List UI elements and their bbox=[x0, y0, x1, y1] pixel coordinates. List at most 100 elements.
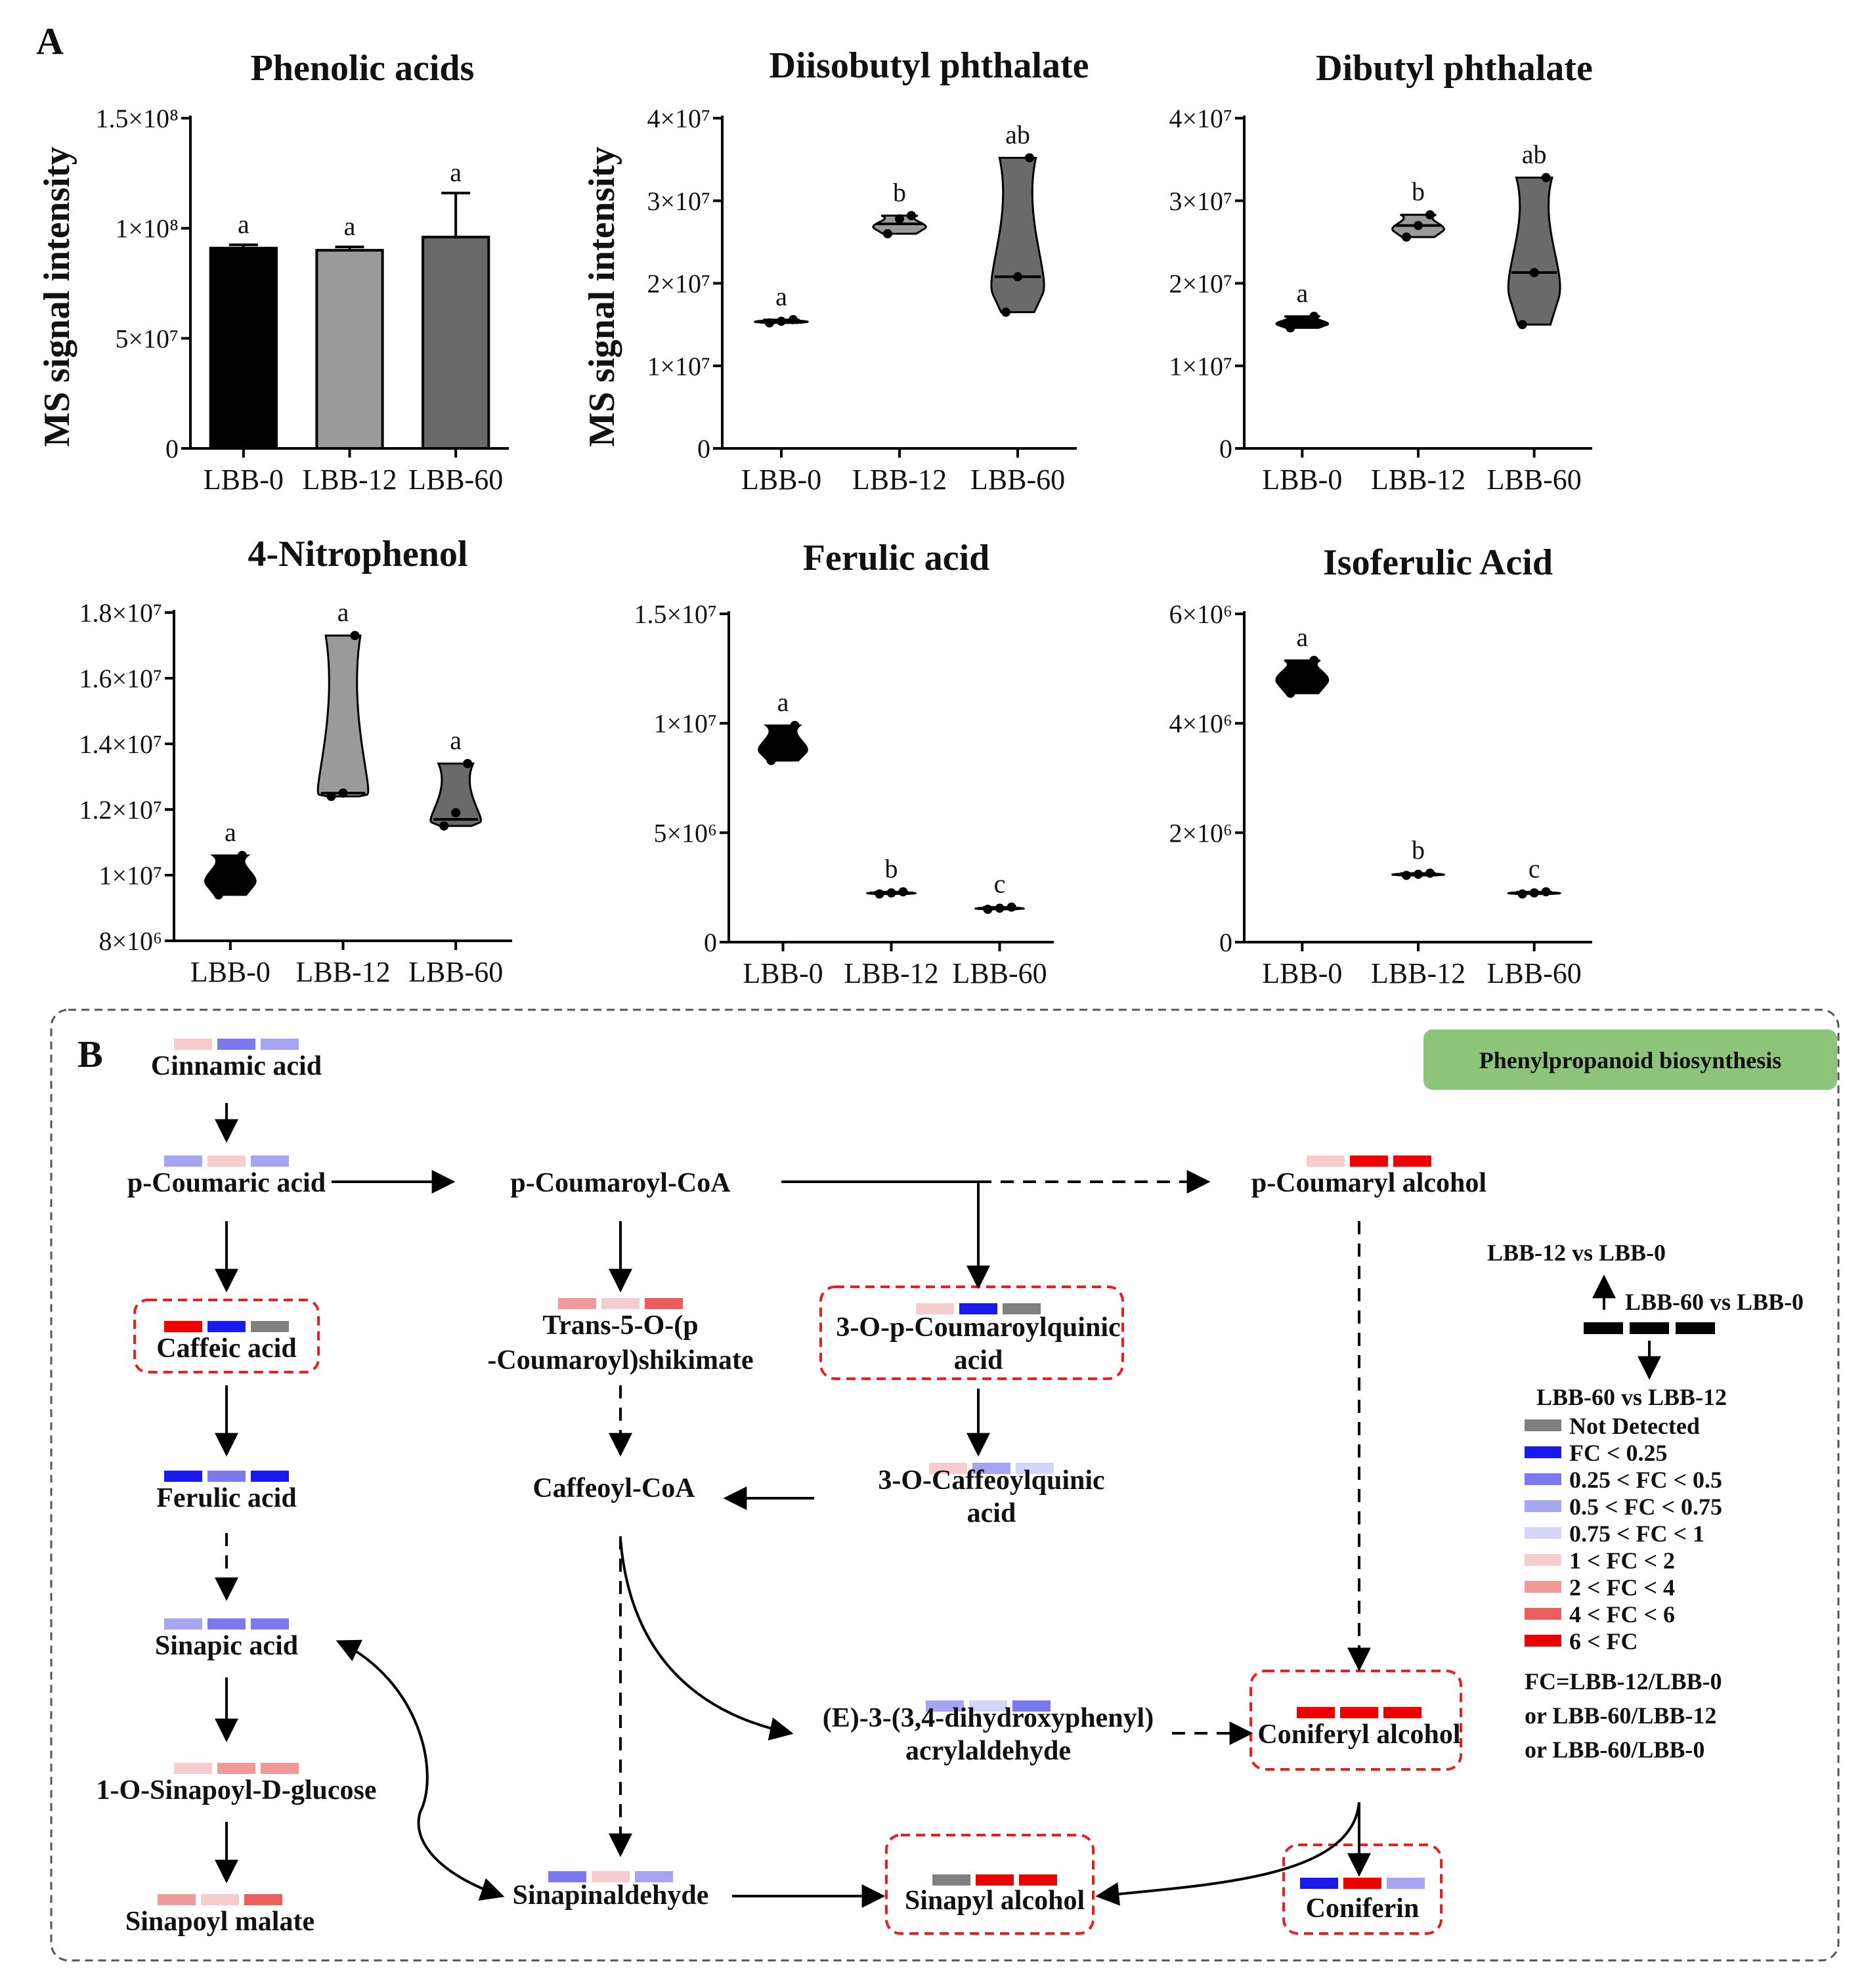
node-coniferin: Coniferin bbox=[1300, 1878, 1425, 1924]
significance-letter: ab bbox=[1522, 140, 1547, 169]
fc-bar bbox=[1343, 1878, 1381, 1889]
node-label: Sinapic acid bbox=[155, 1631, 298, 1661]
fc-bar bbox=[251, 1618, 289, 1630]
data-point bbox=[1517, 889, 1527, 899]
node-label: Caffeic acid bbox=[156, 1333, 296, 1364]
data-point bbox=[1541, 173, 1551, 183]
fc-bar bbox=[207, 1156, 246, 1167]
data-point bbox=[1297, 669, 1307, 679]
pathway-nodes: Cinnamic acid p-Coumaric acid p-Coumaroyl-… bbox=[96, 1039, 1486, 1937]
fc-bar bbox=[261, 1039, 299, 1050]
fc-bar bbox=[207, 1321, 246, 1332]
y-tick-label: 0 bbox=[1219, 434, 1232, 464]
chart-title: Diisobutyl phthalate bbox=[770, 45, 1089, 86]
fc-bar bbox=[1393, 1156, 1431, 1167]
fc-bar bbox=[251, 1156, 289, 1167]
fc-bar bbox=[969, 1700, 1007, 1712]
legend-label: 0.5 < FC < 0.75 bbox=[1569, 1494, 1722, 1520]
y-tick-label: 0 bbox=[165, 434, 179, 464]
node-label: Sinapoyl malate bbox=[125, 1907, 315, 1937]
data-point bbox=[995, 903, 1005, 913]
legend-comp2: LBB-60 vs LBB-0 bbox=[1625, 1289, 1804, 1315]
fc-bar bbox=[645, 1298, 683, 1309]
significance-letter: a bbox=[1296, 622, 1308, 652]
fc-bar bbox=[972, 1463, 1010, 1474]
legend-label: FC < 0.25 bbox=[1569, 1440, 1668, 1466]
fc-bar bbox=[1297, 1707, 1335, 1718]
data-point bbox=[790, 721, 800, 730]
y-tick-label: 2×10⁷ bbox=[647, 269, 710, 299]
violin bbox=[1507, 177, 1561, 326]
data-point bbox=[1286, 323, 1295, 333]
chart-title: Ferulic acid bbox=[803, 538, 990, 578]
x-tick-label: LBB-60 bbox=[952, 957, 1047, 989]
violin bbox=[429, 762, 482, 827]
data-point bbox=[451, 808, 461, 817]
fc-bar bbox=[164, 1156, 202, 1167]
data-point bbox=[350, 631, 360, 640]
node-label: p-Coumaric acid bbox=[127, 1168, 326, 1198]
y-tick-label: 1.5×10⁷ bbox=[634, 599, 717, 629]
fc-bar bbox=[164, 1321, 202, 1332]
fc-bar bbox=[959, 1303, 997, 1314]
fc-bar bbox=[929, 1463, 967, 1474]
significance-letter: a bbox=[238, 209, 250, 239]
data-point bbox=[225, 871, 235, 880]
node-label: 3-O-Caffeoylquinic bbox=[878, 1465, 1104, 1496]
legend-key-bar-3 bbox=[1676, 1322, 1715, 1334]
node-label: 1-O-Sinapoyl-D-glucose bbox=[96, 1775, 376, 1805]
significance-letter: a bbox=[1296, 278, 1308, 308]
y-tick-label: 1×10⁷ bbox=[98, 861, 162, 890]
y-tick-label: 0 bbox=[697, 434, 710, 464]
node-label-line2: -Coumaroyl)shikimate bbox=[487, 1345, 753, 1375]
node-caffeic-acid: Caffeic acid bbox=[156, 1321, 297, 1364]
legend-swatch bbox=[1525, 1500, 1561, 1512]
bar bbox=[315, 249, 384, 450]
node-sinapic-acid: Sinapic acid bbox=[155, 1618, 298, 1661]
significance-letter: a bbox=[450, 158, 462, 187]
chart-title: Phenolic acids bbox=[251, 48, 475, 89]
node-label: Sinapinaldehyde bbox=[513, 1880, 709, 1911]
node-e-3-3-4-dihydroxyphenyl: (E)-3-(3,4-dihydroxyphenyl)acrylaldehyde bbox=[823, 1700, 1154, 1766]
legend-label: 0.75 < FC < 1 bbox=[1569, 1521, 1704, 1547]
x-tick-label: LBB-60 bbox=[970, 464, 1065, 496]
y-tick-label: 1.8×10⁷ bbox=[79, 598, 162, 628]
data-point bbox=[213, 890, 223, 899]
fc-bar bbox=[1019, 1874, 1057, 1886]
panel-a-label: A bbox=[36, 20, 64, 62]
significance-letter: ab bbox=[1005, 119, 1030, 149]
data-point bbox=[1402, 232, 1411, 242]
legend-label: 1 < FC < 2 bbox=[1569, 1547, 1675, 1574]
x-tick-label: LBB-0 bbox=[1262, 957, 1342, 989]
data-point bbox=[1425, 869, 1435, 878]
x-tick-label: LBB-0 bbox=[190, 956, 271, 988]
significance-letter: a bbox=[225, 817, 236, 847]
node-label: p-Coumaroyl-CoA bbox=[510, 1168, 731, 1198]
significance-letter: a bbox=[777, 687, 789, 717]
fc-bar bbox=[1300, 1878, 1338, 1889]
fc-bar bbox=[207, 1618, 246, 1630]
fc-bar bbox=[1387, 1878, 1425, 1889]
data-point bbox=[1025, 153, 1034, 163]
data-point bbox=[1541, 887, 1551, 897]
node-label-line2: acid bbox=[967, 1498, 1016, 1528]
data-point bbox=[789, 314, 798, 324]
data-point bbox=[463, 759, 473, 768]
node-coniferyl-alcohol: Coniferyl alcohol bbox=[1257, 1707, 1461, 1750]
arrow-caffeoylcoa-to-dihydroxyphenyl bbox=[619, 1539, 794, 1741]
node-trans-5-o-p: Trans-5-O-(p -Coumaroyl)shikimate bbox=[487, 1298, 754, 1375]
x-tick-label: LBB-60 bbox=[408, 464, 503, 496]
fc-bar bbox=[932, 1874, 970, 1886]
node-label: Cinnamic acid bbox=[151, 1051, 322, 1081]
data-point bbox=[338, 789, 348, 798]
bar bbox=[209, 246, 278, 450]
significance-letter: c bbox=[994, 869, 1006, 899]
node-p-coumaroyl-coa: p-Coumaroyl-CoA bbox=[510, 1168, 731, 1198]
y-axis-label-1: MS signal intensity bbox=[37, 146, 77, 446]
fc-bar bbox=[164, 1471, 202, 1482]
legend-swatch bbox=[1525, 1419, 1561, 1431]
arrow-sinapic-sinapinaldehyde bbox=[336, 1639, 505, 1901]
legend-label: 2 < FC < 4 bbox=[1569, 1574, 1675, 1601]
x-tick-label: LBB-12 bbox=[302, 464, 397, 496]
